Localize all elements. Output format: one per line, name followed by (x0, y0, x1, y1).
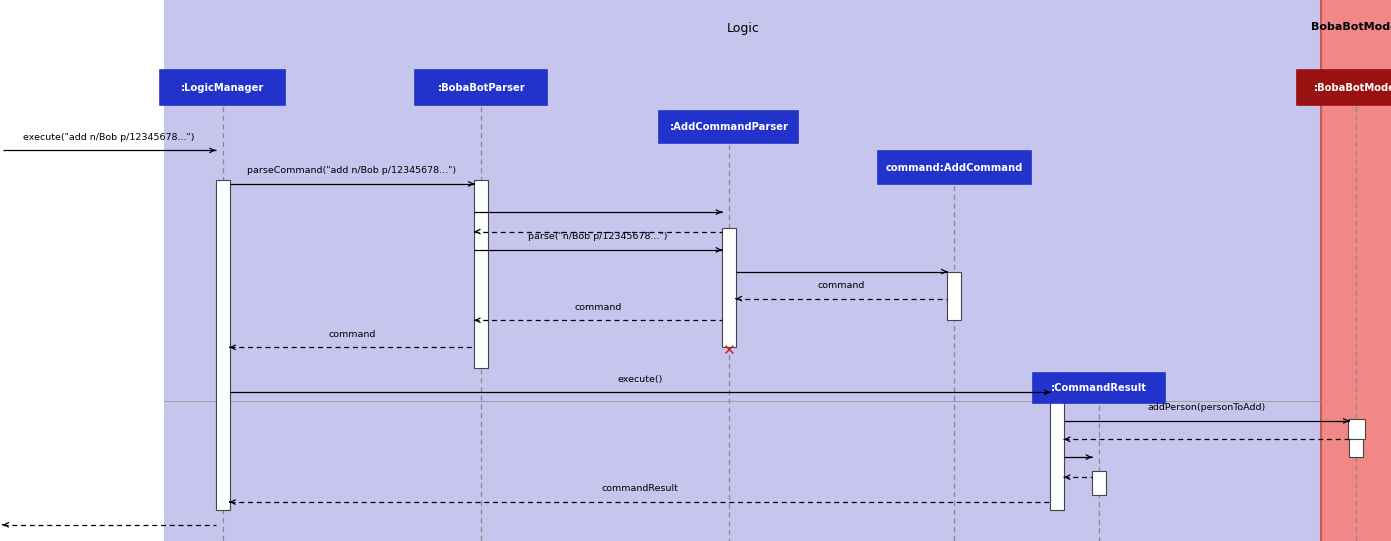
Text: command: command (328, 329, 376, 339)
Text: :BobaBotModel: :BobaBotModel (1313, 83, 1391, 93)
Bar (1348, 419, 1365, 439)
Bar (1092, 471, 1106, 495)
Text: Logic: Logic (726, 22, 759, 35)
Bar (1349, 433, 1363, 457)
Text: :CommandResult: :CommandResult (1050, 383, 1148, 393)
Bar (659, 111, 798, 143)
Bar (722, 228, 736, 347)
Text: ✕: ✕ (722, 343, 736, 358)
Text: command:AddCommand: command:AddCommand (886, 163, 1022, 173)
Bar (1034, 373, 1166, 403)
Text: execute("add n/Bob p/12345678..."): execute("add n/Bob p/12345678...") (24, 133, 195, 142)
Bar (878, 151, 1031, 184)
Bar (474, 180, 488, 368)
Text: parse("n/Bob p/12345678..."): parse("n/Bob p/12345678...") (529, 232, 668, 241)
Bar (416, 70, 547, 105)
Text: commandResult: commandResult (601, 484, 679, 493)
Bar (1321, 0, 1391, 541)
Text: command: command (818, 281, 865, 290)
Text: execute(): execute() (618, 374, 662, 384)
Text: :LogicManager: :LogicManager (181, 83, 264, 93)
Text: :BobaBotParser: :BobaBotParser (437, 83, 526, 93)
Bar (947, 272, 961, 320)
Text: :AddCommandParser: :AddCommandParser (669, 122, 789, 132)
Text: parseCommand("add n/Bob p/12345678..."): parseCommand("add n/Bob p/12345678...") (248, 166, 456, 175)
Text: command: command (574, 302, 622, 312)
Bar (1298, 70, 1391, 105)
Bar (160, 70, 285, 105)
Bar (216, 180, 230, 510)
Bar (164, 0, 1321, 541)
Bar (0, 0, 164, 541)
Text: BobaBotModel: BobaBotModel (1312, 22, 1391, 31)
Text: addPerson(personToAdd): addPerson(personToAdd) (1148, 403, 1266, 412)
Bar (1050, 401, 1064, 510)
